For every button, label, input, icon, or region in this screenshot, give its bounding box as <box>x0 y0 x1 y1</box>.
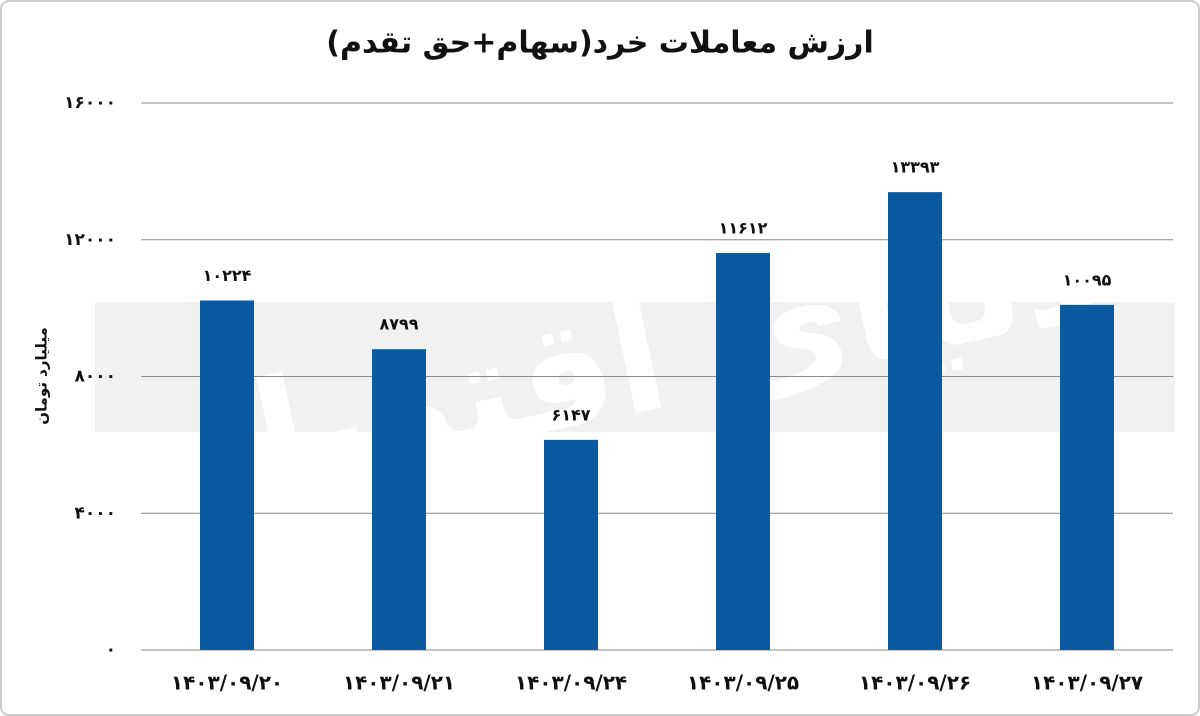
x-tick-label: ۱۴۰۳/۰۹/۲۵ <box>687 671 799 695</box>
y-tick-label: ۸۰۰۰ <box>74 367 116 387</box>
bar <box>888 192 942 650</box>
value-label: ۱۰۲۲۴ <box>203 266 252 285</box>
y-tick-label: ۱۲۰۰۰ <box>64 230 116 250</box>
watermark-band <box>95 302 1175 432</box>
x-tick-label: ۱۴۰۳/۰۹/۲۱ <box>343 671 455 695</box>
y-tick-label: ۰ <box>106 640 116 660</box>
value-label: ۱۱۶۱۲ <box>719 219 768 238</box>
x-tick-label: ۱۴۰۳/۰۹/۲۷ <box>1031 671 1143 695</box>
bar <box>1060 304 1114 650</box>
x-tick-label: ۱۴۰۳/۰۹/۲۴ <box>515 671 627 695</box>
bar <box>716 253 770 650</box>
bar <box>372 349 426 650</box>
value-label: ۱۰۰۹۵ <box>1063 270 1112 289</box>
y-tick-label: ۱۶۰۰۰ <box>64 93 116 113</box>
x-tick-label: ۱۴۰۳/۰۹/۲۰ <box>171 671 283 695</box>
y-tick-label: ۴۰۰۰ <box>74 503 116 523</box>
x-tick-label: ۱۴۰۳/۰۹/۲۶ <box>859 671 971 695</box>
y-axis-label: میلیارد تومان <box>33 327 51 425</box>
bar <box>200 300 254 650</box>
value-label: ۱۳۳۹۳ <box>891 158 940 177</box>
value-label: ۸۷۹۹ <box>379 315 418 334</box>
chart-title: ارزش معاملات خرد(سهام+حق تقدم) <box>326 26 873 61</box>
bar <box>544 439 598 650</box>
value-label: ۶۱۴۷ <box>551 405 590 424</box>
